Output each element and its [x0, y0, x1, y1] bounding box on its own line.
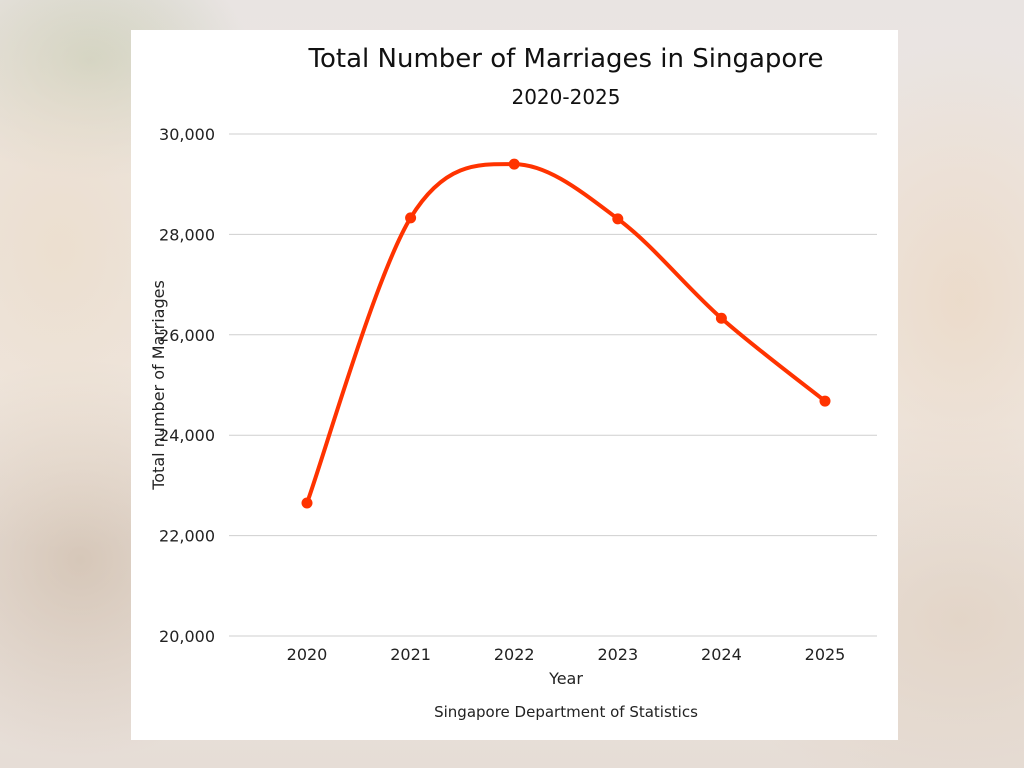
data-point [301, 497, 313, 509]
x-tick-label: 2023 [597, 645, 638, 664]
y-tick-label: 26,000 [159, 326, 215, 345]
x-tick-label: 2020 [287, 645, 328, 664]
x-tick-label: 2022 [494, 645, 535, 664]
data-point [715, 312, 727, 324]
x-tick-label: 2025 [805, 645, 846, 664]
x-tick-label: 2024 [701, 645, 742, 664]
data-point [819, 395, 831, 407]
source-note: Singapore Department of Statistics [434, 703, 698, 721]
chart-subtitle: 2020-2025 [511, 85, 620, 109]
x-tick-label: 2021 [390, 645, 431, 664]
chart-title: Total Number of Marriages in Singapore [308, 44, 824, 74]
data-point [508, 158, 520, 170]
chart-card [131, 30, 898, 740]
y-tick-label: 28,000 [159, 225, 215, 244]
y-tick-label: 22,000 [159, 527, 215, 546]
data-point [405, 212, 417, 224]
y-axis-label: Total number of Marriages [149, 280, 168, 491]
y-tick-label: 24,000 [159, 426, 215, 445]
y-tick-label: 30,000 [159, 125, 215, 144]
data-point [612, 213, 624, 225]
x-axis-label: Year [548, 669, 583, 688]
series-line [305, 162, 827, 505]
y-tick-label: 20,000 [159, 627, 215, 646]
